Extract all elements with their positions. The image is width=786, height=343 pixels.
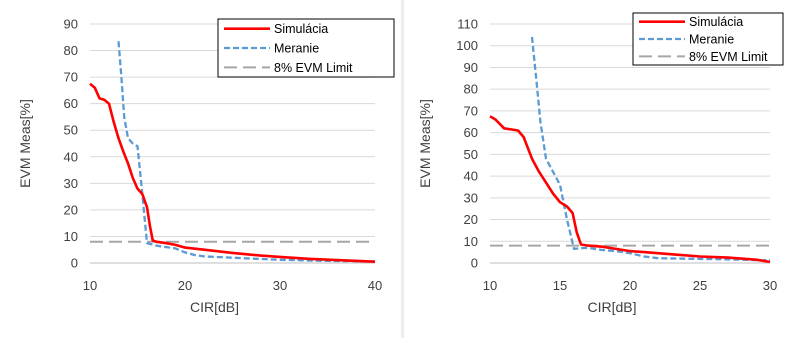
y-tick-label: 20 [464,212,478,227]
legend-label: 8% EVM Limit [689,50,768,64]
y-axis-label: EVM Meas[%] [17,99,33,188]
chart-panel-left: 0 10 20 30 40 50 60 70 80 90 10 20 30 40 CIR[dB] EVM Me… [17,16,395,315]
chart-panel-right: 0 10 20 30 40 50 60 70 80 90 100 110 10 15 20 25 30 CIR[d… [404,0,786,338]
x-axis-label: CIR[dB] [190,299,239,315]
panel-divider [401,0,404,338]
y-tick-label: 50 [64,123,78,138]
x-tick-label: 40 [368,278,382,293]
x-tick-label: 30 [273,278,287,293]
chart-right: 0 10 20 30 40 50 60 70 80 90 100 110 10 15 20 25 30 CIR[d… [417,12,784,315]
y-tick-label: 90 [464,60,478,75]
x-tick-label: 10 [83,278,97,293]
y-tick-label: 10 [64,229,78,244]
y-tick-label: 100 [456,38,478,53]
y-tick-label: 0 [471,256,478,271]
y-tick-label: 30 [464,190,478,205]
legend-label: Meranie [274,42,319,56]
y-tick-label: 50 [464,147,478,162]
y-tick-label: 10 [464,234,478,249]
x-tick-label: 30 [763,278,777,293]
y-tick-label: 40 [64,149,78,164]
y-tick-label: 70 [464,103,478,118]
series-line-simul-cia [89,82,376,263]
y-tick-label: 90 [64,17,78,32]
series-line-meranie [530,36,771,262]
x-tick-label: 20 [623,278,637,293]
y-tick-label: 60 [464,125,478,140]
y-tick-label: 0 [71,256,78,271]
chart-left: 0 10 20 30 40 50 60 70 80 90 10 20 30 40 CIR[dB] EVM Me… [17,17,395,315]
x-tick-label: 15 [553,278,567,293]
series-line-simul-cia [489,115,771,264]
y-tick-label: 40 [464,169,478,184]
y-tick-label: 80 [464,82,478,97]
y-tick-label: 80 [64,43,78,58]
legend-label: Simulácia [274,22,328,36]
legend-label: Simulácia [689,15,743,29]
x-tick-label: 20 [178,278,192,293]
y-tick-label: 110 [457,17,478,32]
y-tick-label: 60 [64,96,78,111]
y-axis-label: EVM Meas[%] [417,99,433,188]
y-tick-label: 70 [64,70,78,85]
x-axis-label: CIR[dB] [587,299,636,315]
legend-label: Meranie [689,33,734,47]
y-tick-label: 30 [64,176,78,191]
x-tick-label: 25 [693,278,707,293]
legend-label: 8% EVM Limit [274,61,353,75]
series-line-meranie [117,41,376,263]
x-tick-label: 10 [483,278,497,293]
y-tick-label: 20 [64,202,78,217]
